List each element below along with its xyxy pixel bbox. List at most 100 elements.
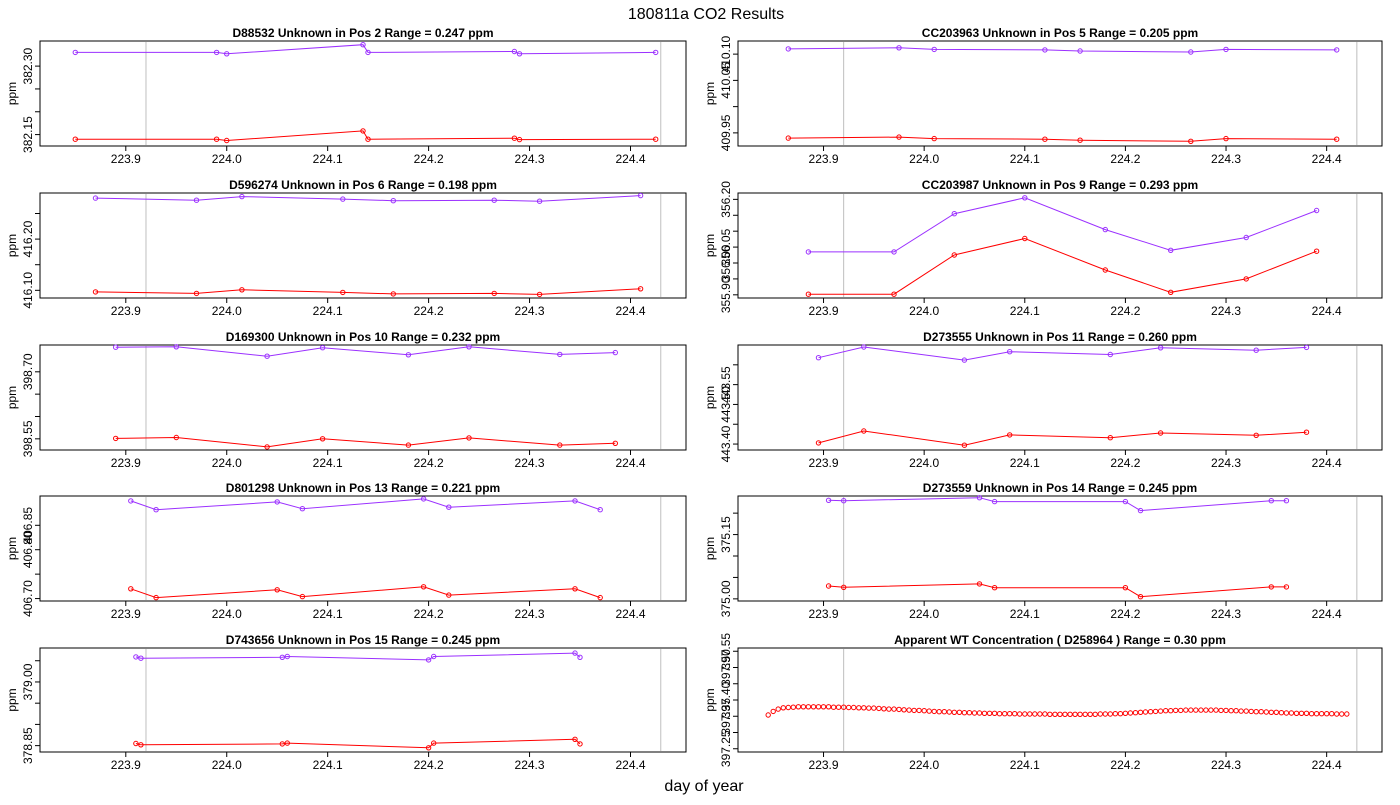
data-point [365,49,371,56]
data-point [1298,710,1305,716]
x-tick-label: 224.4 [1312,152,1342,166]
data-point [991,498,998,505]
data-point [405,442,412,448]
data-point [425,745,432,751]
data-point [996,711,1003,717]
x-axis-title: day of year [664,778,744,795]
x-tick-label: 223.9 [809,607,839,621]
data-point [1283,584,1290,590]
y-axis-title: ppm [703,234,717,257]
data-point [1173,707,1179,714]
data-point [128,498,134,504]
series-red [815,428,1310,448]
data-point [1303,710,1310,716]
data-point [896,706,902,713]
y-tick-label: 397.35 [719,698,733,735]
data-point [961,442,968,448]
data-point [1092,711,1098,717]
x-tick-label: 224.2 [1110,304,1140,318]
series-line [95,288,641,295]
data-point [1072,711,1078,717]
data-point [871,705,877,711]
data-point [516,51,523,57]
data-point [577,741,583,747]
plot-frame [737,192,1383,299]
x-tick-label: 224.0 [909,758,939,772]
data-point [1012,711,1018,717]
data-point [901,707,907,713]
y-tick-label: 356.00 [719,244,733,281]
x-tick-label: 224.2 [1110,607,1140,621]
x-tick-label: 224.2 [1110,758,1140,772]
series-red [92,286,644,298]
data-point [1253,709,1259,715]
data-point [153,507,159,513]
data-point [1248,708,1254,715]
data-point [264,353,270,359]
data-point [1122,585,1129,591]
data-point [991,585,998,591]
plot-frame [39,495,687,602]
data-point [1077,137,1083,143]
plot-frame [737,40,1383,147]
data-point [1168,289,1174,295]
data-point [891,291,897,297]
data-point [1213,707,1219,713]
data-point [841,584,847,590]
x-tick-label: 223.9 [111,304,141,318]
data-point [637,286,644,292]
panel-10: Apparent WT Concentration ( D258964 ) Ra… [703,633,1383,772]
panel-title: Apparent WT Concentration ( D258964 ) Ra… [894,633,1226,647]
x-tick-label: 224.3 [1211,607,1241,621]
data-point [299,593,306,600]
series-purple [113,344,618,359]
y-tick-label: 410.10 [719,35,733,72]
series-line [135,738,581,749]
data-point [133,740,139,747]
data-point [1258,709,1264,715]
data-point [360,128,366,134]
panel-8: D273559 Unknown in Pos 14 Range = 0.245 … [703,481,1383,621]
data-point [966,710,973,716]
x-tick-label: 224.2 [1110,456,1140,470]
series-line [115,346,616,357]
data-point [572,650,578,656]
y-tick-label: 409.95 [719,114,733,151]
data-point [279,654,285,660]
data-point [916,707,922,714]
y-axis-title: ppm [703,537,717,560]
data-point [420,584,427,590]
figure-title: 180811a CO2 Results [628,6,784,23]
data-point [800,704,807,710]
series-purple [825,495,1290,514]
data-point [1183,707,1189,713]
data-point [637,192,644,199]
data-point [976,710,983,716]
data-point [1007,711,1013,717]
x-tick-label: 224.0 [909,607,939,621]
data-point [239,193,245,200]
data-point [1052,711,1058,717]
data-point [780,705,786,711]
data-point [446,592,452,598]
x-tick-label: 224.4 [615,456,645,470]
y-tick-label: 443.40 [719,425,733,462]
series-red [72,128,659,144]
data-point [224,51,230,57]
panel-9: D743656 Unknown in Pos 15 Range = 0.245 … [5,633,687,772]
data-point [971,710,978,716]
data-point [390,198,396,204]
data-point [1243,708,1249,714]
data-point [72,49,79,56]
data-point [1137,594,1144,600]
series-purple [785,45,1340,55]
data-point [936,709,942,715]
data-point [1082,711,1088,717]
plot-frame [39,344,687,451]
data-point [113,344,119,350]
data-point [1243,234,1249,241]
series-line [828,497,1287,512]
data-point [815,440,822,446]
data-point [1047,711,1053,717]
data-point [1178,707,1184,714]
